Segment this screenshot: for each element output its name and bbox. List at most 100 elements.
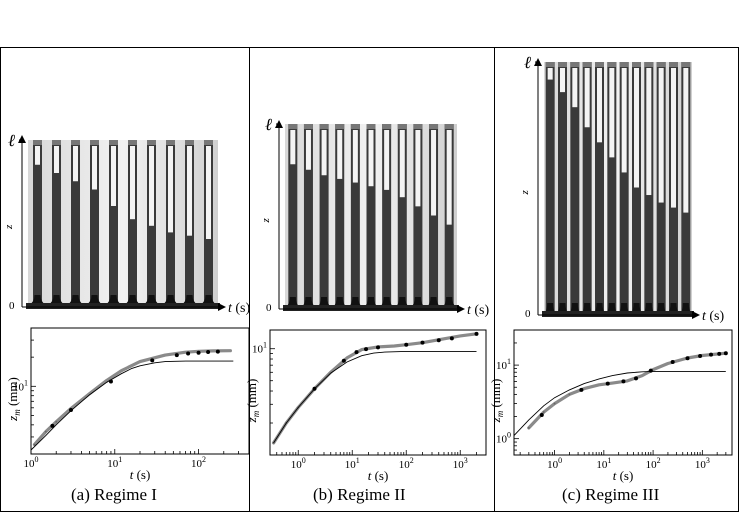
photo-l-label: ℓ [8, 131, 15, 150]
tube-foot [643, 303, 654, 313]
capillary-tube [594, 62, 605, 313]
x-tick-label: 102 [191, 455, 206, 470]
tube-foot [631, 303, 642, 313]
y-tick-label: 100 [496, 431, 511, 446]
tube-air [321, 130, 327, 176]
tube-foot [143, 295, 160, 305]
tube-cap [52, 140, 61, 145]
tube-foot [364, 297, 378, 307]
tube-wall [607, 62, 617, 313]
capillary-tube [545, 62, 556, 313]
x-tick-label-exp: 2 [657, 456, 661, 465]
tube-cap [303, 124, 313, 129]
x-tick-label-exp: 1 [118, 455, 122, 464]
tube-cap [90, 140, 99, 145]
x-tick-label-base: 10 [107, 458, 119, 470]
photo-z-label: z [519, 190, 531, 196]
tube-air [384, 130, 390, 190]
capillary-tube [143, 140, 160, 305]
x-tick-label-exp: 0 [35, 455, 39, 464]
tube-wall [545, 62, 555, 313]
tube-foot [545, 303, 556, 313]
tube-wall [582, 62, 592, 313]
tube-wall [570, 62, 580, 313]
ylabel-unit: (mm) [488, 379, 503, 411]
tube-wall [382, 124, 392, 307]
liquid-bath [26, 303, 220, 309]
x-tick-label-base: 10 [695, 459, 707, 471]
xlabel-unit: (s) [137, 467, 151, 482]
x-tick-label-exp: 2 [410, 456, 414, 465]
capillary-tube [332, 124, 347, 307]
experiment-point [33, 443, 36, 446]
photo-zero-label: 0 [9, 300, 15, 312]
photo-t-label: t (s) [228, 301, 251, 316]
x-tick-label: 100 [24, 455, 39, 470]
tube-cap [444, 124, 454, 129]
ylabel-subscript: m [495, 410, 505, 417]
tube-air [415, 130, 421, 207]
photo-strip-a [26, 140, 220, 309]
photo-l-label: ℓ [265, 115, 272, 134]
tube-wall [319, 124, 329, 307]
tube-wall [350, 124, 360, 307]
tube-foot [442, 297, 456, 307]
tube-cap [109, 140, 118, 145]
tube-air [305, 130, 311, 170]
tube-foot [86, 295, 103, 305]
tube-wall [303, 124, 313, 307]
photo-marker-point [436, 338, 441, 343]
tube-cap [335, 124, 345, 129]
photo-marker-point [670, 360, 675, 365]
capillary-tube [29, 140, 46, 305]
chart-ylabel: zm (mm) [244, 379, 261, 424]
tube-air [547, 68, 553, 80]
tube-foot [317, 297, 331, 307]
ylabel-symbol: z [488, 417, 503, 423]
photo-t-label: t (s) [467, 303, 490, 318]
tube-air [646, 68, 652, 196]
tube-foot [301, 297, 316, 307]
photo-marker-point [717, 351, 722, 356]
photo-t-label: t (s) [702, 309, 725, 324]
tube-cap [128, 140, 137, 145]
tube-air [290, 130, 296, 165]
tube-foot [29, 295, 46, 305]
tube-cap [204, 140, 213, 145]
tube-cap [619, 62, 629, 67]
tube-foot [332, 297, 347, 307]
tube-air [597, 68, 602, 143]
x-tick-label-base: 10 [24, 458, 36, 470]
x-tick-label: 102 [646, 456, 661, 471]
tube-foot [656, 303, 667, 313]
tube-air [621, 68, 627, 173]
photo-marker-point [698, 353, 703, 358]
tube-foot [67, 295, 84, 305]
tube-wall [128, 140, 137, 305]
tube-foot [379, 297, 394, 307]
photo-marker-point [685, 356, 690, 361]
tube-foot [606, 303, 617, 313]
experiment-point [55, 420, 58, 423]
y-tick-label-exp: 1 [24, 378, 28, 387]
x-tick-label-exp: 0 [558, 456, 562, 465]
tube-foot [105, 295, 122, 305]
tube-air [149, 146, 154, 226]
tube-cap [644, 62, 654, 67]
capillary-tube [301, 124, 316, 307]
photo-marker-point [648, 368, 653, 373]
ylabel-symbol: z [5, 416, 20, 422]
tube-foot [680, 303, 691, 313]
capillary-tube [631, 62, 642, 313]
x-tick-label: 102 [399, 456, 414, 471]
tube-foot [286, 297, 300, 307]
capillary-tube [656, 62, 667, 313]
tube-foot [124, 295, 141, 305]
tube-foot [619, 303, 630, 313]
experiment-point [527, 427, 530, 429]
tube-cap [366, 124, 376, 129]
tube-wall [413, 124, 423, 307]
tube-cap [545, 62, 555, 67]
